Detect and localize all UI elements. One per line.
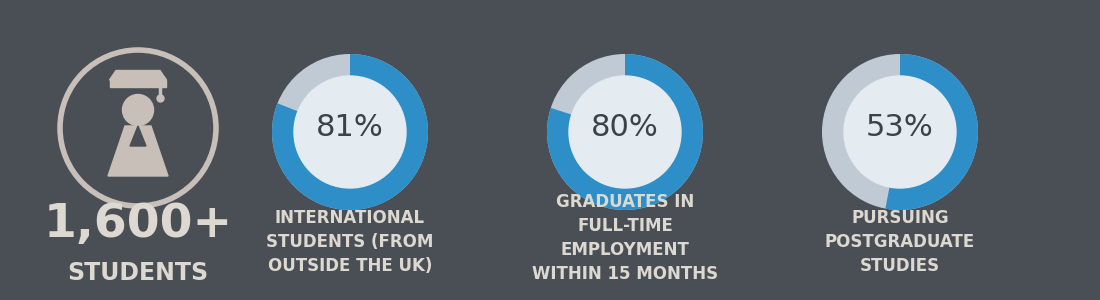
Wedge shape [886, 54, 978, 210]
Text: PURSUING
POSTGRADUATE
STUDIES: PURSUING POSTGRADUATE STUDIES [825, 209, 975, 275]
Circle shape [569, 76, 681, 188]
Text: 1,600+: 1,600+ [43, 202, 232, 247]
Circle shape [844, 76, 956, 188]
Wedge shape [822, 54, 978, 210]
Text: INTERNATIONAL
STUDENTS (FROM
OUTSIDE THE UK): INTERNATIONAL STUDENTS (FROM OUTSIDE THE… [266, 209, 433, 275]
Circle shape [122, 94, 154, 125]
Text: 80%: 80% [591, 113, 659, 142]
Wedge shape [547, 54, 703, 210]
Polygon shape [130, 126, 146, 146]
Text: GRADUATES IN
FULL-TIME
EMPLOYMENT
WITHIN 15 MONTHS: GRADUATES IN FULL-TIME EMPLOYMENT WITHIN… [532, 193, 718, 284]
Polygon shape [110, 80, 166, 86]
Wedge shape [272, 54, 428, 210]
Wedge shape [547, 54, 703, 210]
Text: 53%: 53% [866, 113, 934, 142]
Circle shape [294, 76, 406, 188]
Text: 81%: 81% [316, 113, 384, 142]
Wedge shape [272, 54, 428, 210]
Text: STUDENTS: STUDENTS [67, 261, 209, 285]
Polygon shape [108, 126, 168, 176]
Polygon shape [110, 70, 166, 80]
